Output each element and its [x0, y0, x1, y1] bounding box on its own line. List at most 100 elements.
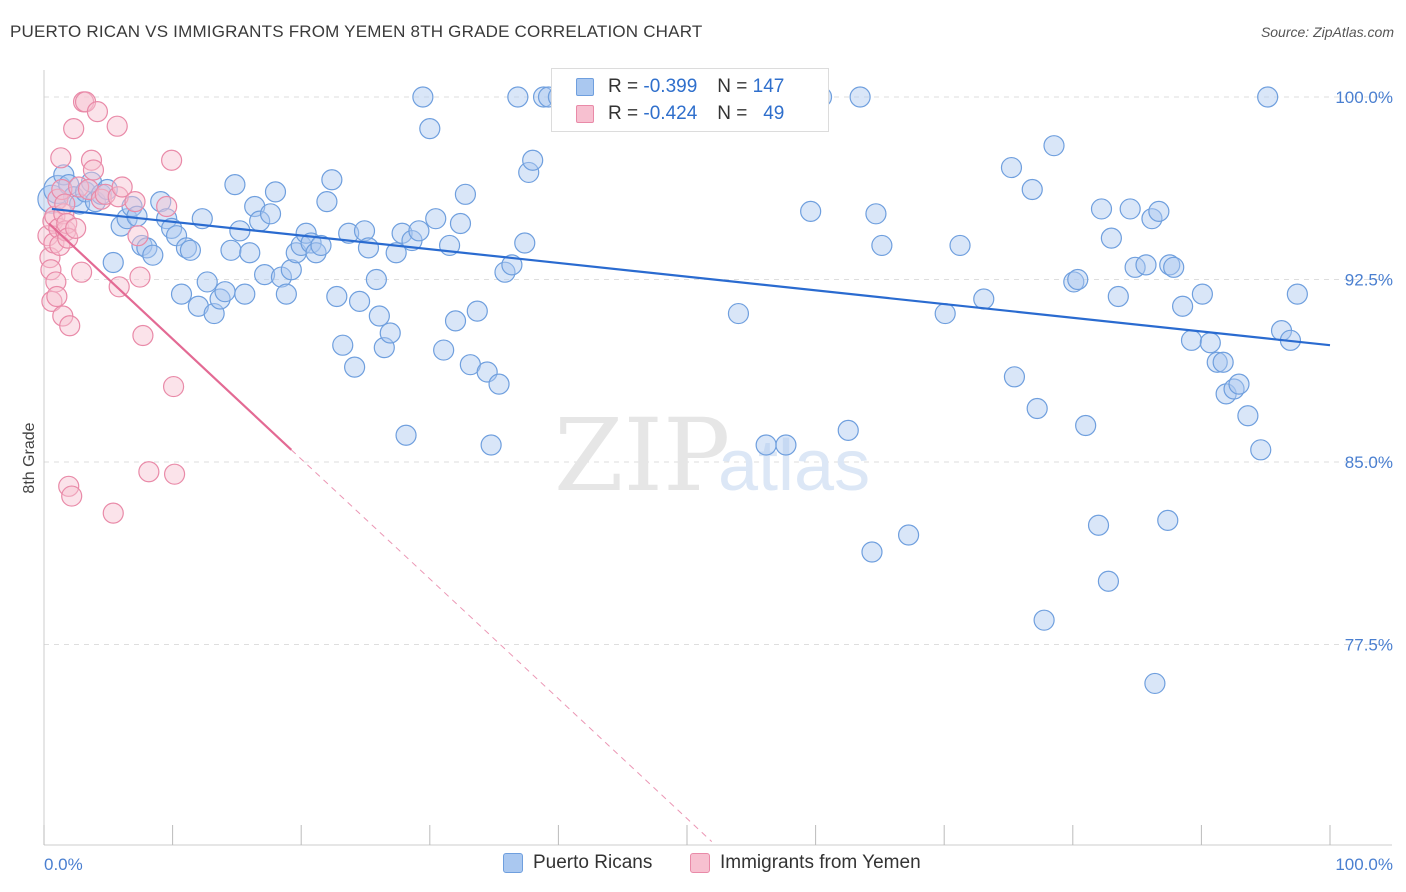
data-point-blue: [332, 334, 354, 356]
data-point-pink: [108, 276, 130, 298]
source-credit: Source: ZipAtlas.com: [1260, 24, 1394, 40]
data-point-blue: [1043, 135, 1065, 157]
data-point-blue: [480, 434, 502, 456]
legend-row-yemen: R = -0.424 N = 49: [576, 101, 784, 127]
data-point-blue: [1119, 198, 1141, 220]
legend-item-puerto-ricans[interactable]: Puerto Ricans: [503, 852, 652, 874]
data-point-blue: [264, 181, 287, 203]
legend-item-yemen[interactable]: Immigrants from Yemen: [690, 852, 921, 874]
data-point-blue: [514, 232, 536, 254]
data-point-blue: [253, 264, 276, 286]
data-point-blue: [259, 203, 282, 225]
data-point-blue: [755, 434, 777, 456]
data-point-blue: [1003, 366, 1026, 388]
data-point-blue: [175, 237, 198, 259]
data-point-blue: [224, 174, 246, 196]
legend-r-value: -0.424: [643, 103, 698, 124]
trend-line-puerto-ricans: [51, 207, 1331, 347]
legend-r-label: R =: [608, 76, 639, 97]
data-point-pink: [86, 100, 109, 123]
y-tick-label: 77.5%: [1345, 636, 1393, 655]
data-point-blue: [425, 208, 447, 230]
data-point-blue: [239, 242, 261, 264]
data-point-pink: [65, 217, 87, 239]
legend-swatch-pink: [690, 853, 710, 873]
data-point-pink: [102, 502, 124, 524]
legend-n-value: 147: [752, 76, 785, 97]
data-point-blue: [395, 424, 417, 446]
legend-label-yemen: Immigrants from Yemen: [720, 852, 921, 873]
legend-r-label: R =: [608, 103, 639, 124]
stats-legend: R = -0.399 N = 147 R = -0.424 N = 49: [551, 68, 829, 132]
data-point-blue: [518, 161, 540, 184]
data-point-pink: [40, 259, 62, 281]
data-point-blue: [321, 169, 343, 191]
y-axis-label: 8th Grade: [21, 422, 38, 493]
legend-swatch-pink: [576, 105, 594, 123]
data-point-blue: [280, 259, 302, 281]
data-point-blue: [295, 222, 317, 244]
data-point-blue: [142, 244, 164, 266]
legend-label-puerto-ricans: Puerto Ricans: [533, 852, 653, 873]
data-point-blue: [1206, 351, 1228, 373]
y-tick-label: 100.0%: [1335, 88, 1393, 107]
data-point-pink: [63, 118, 85, 140]
data-point-blue: [1063, 271, 1085, 293]
data-point-blue: [1135, 254, 1157, 276]
axes: [43, 70, 1392, 846]
data-point-blue: [365, 268, 387, 291]
legend-n-value: 49: [763, 103, 785, 124]
data-point-blue: [196, 271, 218, 293]
data-point-blue: [449, 212, 472, 235]
data-point-blue: [871, 234, 893, 257]
data-point-blue: [1180, 329, 1203, 351]
data-point-pink: [127, 225, 149, 247]
data-point-blue: [800, 200, 822, 222]
data-point-blue: [1199, 332, 1221, 354]
trend-line-yemen: [48, 222, 293, 451]
data-point-blue: [1212, 351, 1234, 373]
data-point-blue: [1090, 198, 1113, 220]
data-point-pink: [132, 324, 154, 347]
data-point-blue: [1257, 86, 1279, 108]
data-point-blue: [353, 220, 376, 242]
data-point-blue: [1172, 295, 1194, 317]
data-point-blue: [412, 86, 434, 108]
x-tick-label-start: 0.0%: [44, 855, 83, 874]
data-point-blue: [234, 283, 256, 305]
data-point-blue: [433, 339, 455, 361]
data-point-blue: [849, 86, 871, 108]
data-point-pink: [50, 147, 72, 169]
data-point-blue: [1250, 439, 1272, 461]
data-point-blue: [1144, 672, 1166, 695]
data-point-blue: [727, 302, 750, 325]
data-point-blue: [1021, 178, 1043, 201]
data-point-blue: [1163, 256, 1185, 278]
data-point-blue: [1157, 509, 1179, 532]
data-point-blue: [379, 322, 401, 344]
data-point-blue: [275, 283, 297, 305]
data-point-pink: [106, 115, 128, 137]
data-point-pink: [70, 261, 93, 283]
data-point-blue: [102, 251, 124, 274]
data-point-blue: [1000, 156, 1023, 179]
series-puerto-ricans-points: [37, 86, 1308, 695]
data-point-blue: [466, 300, 488, 322]
data-point-blue: [368, 305, 390, 327]
data-point-blue: [973, 288, 995, 310]
y-tick-label: 85.0%: [1345, 453, 1393, 472]
data-point-blue: [1148, 200, 1170, 222]
data-point-blue: [522, 149, 544, 171]
data-point-blue: [1026, 397, 1048, 420]
data-point-blue: [214, 281, 236, 303]
data-point-pink: [161, 149, 183, 171]
data-point-blue: [501, 254, 523, 276]
data-point-blue: [507, 86, 529, 108]
data-point-blue: [1159, 254, 1181, 276]
data-point-blue: [861, 541, 883, 563]
data-point-blue: [1286, 283, 1308, 305]
data-point-blue: [316, 191, 338, 213]
data-point-blue: [1097, 570, 1120, 592]
data-point-blue: [1100, 227, 1122, 249]
series-legend: Puerto Ricans Immigrants from Yemen: [0, 852, 1406, 876]
